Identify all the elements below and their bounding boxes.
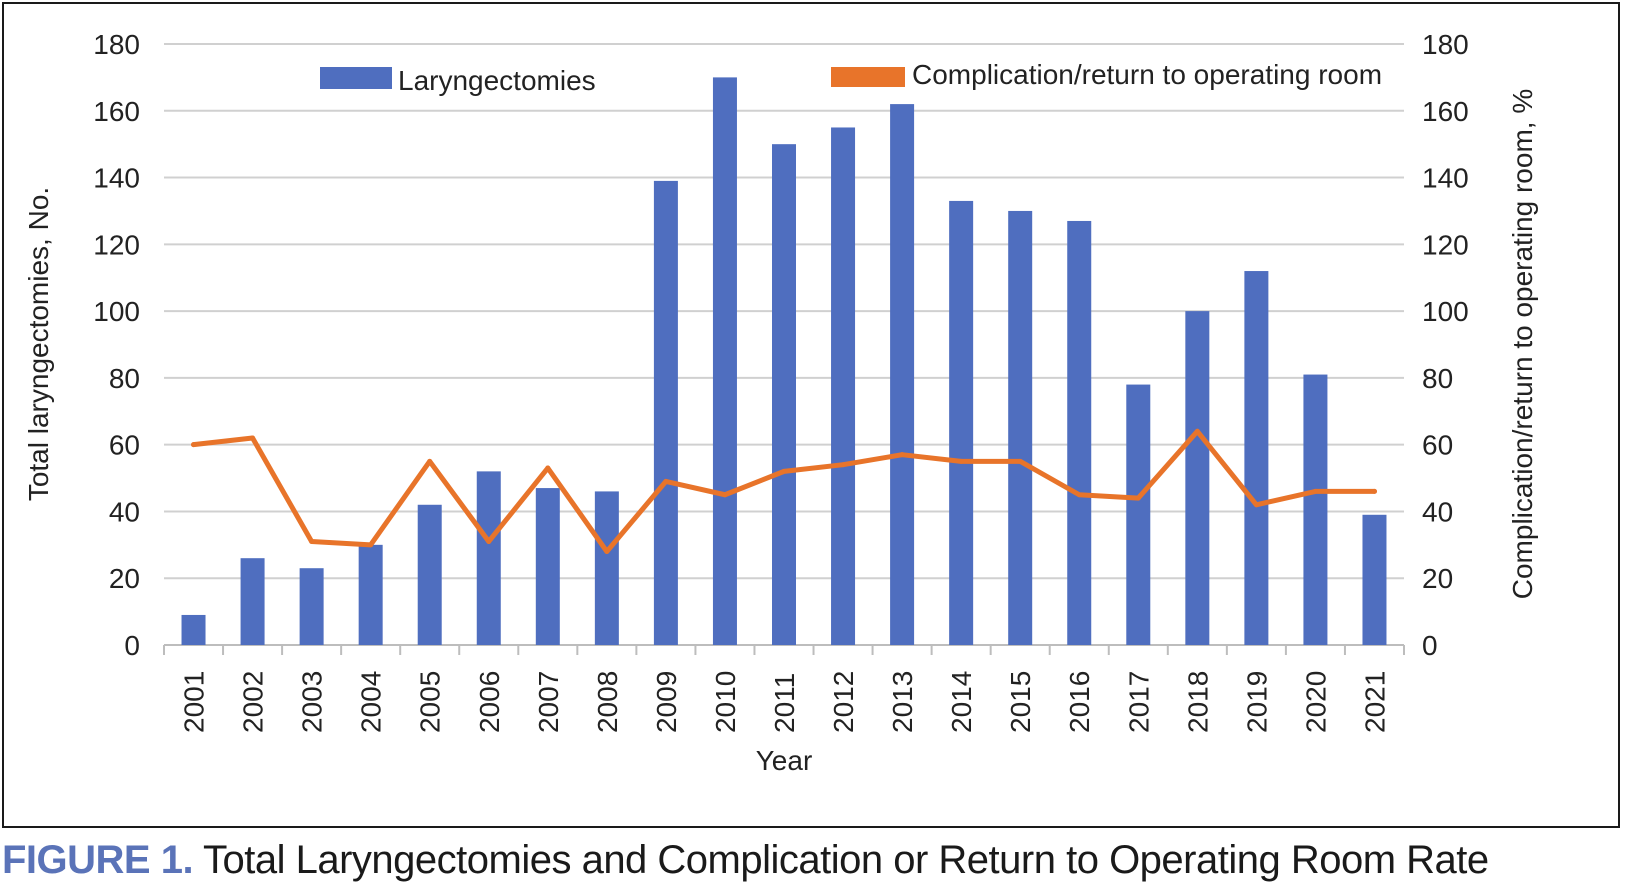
x-tick-label: 2019 xyxy=(1241,671,1272,733)
legend-label-line: Complication/return to operating room xyxy=(912,59,1382,90)
y2-tick-label: 40 xyxy=(1422,496,1453,527)
x-tick-label: 2001 xyxy=(179,671,210,733)
y2-axis-title: Complication/return to operating room, % xyxy=(1507,89,1538,599)
y2-tick-label: 20 xyxy=(1422,563,1453,594)
bar xyxy=(358,544,383,645)
line-point xyxy=(840,462,846,468)
bar xyxy=(594,491,619,645)
caption-label: FIGURE 1. xyxy=(2,838,194,882)
x-tick-label: 2013 xyxy=(887,671,918,733)
x-tick-label: 2006 xyxy=(474,671,505,733)
bar xyxy=(712,77,737,645)
x-tick-label: 2010 xyxy=(710,671,741,733)
bar xyxy=(240,558,265,645)
chart-frame: 0 20 40 60 80 100 120 140 160 180 0 20 40 60 80 100 120 1… xyxy=(2,2,1620,828)
bar xyxy=(653,180,678,645)
line-point xyxy=(427,458,433,464)
bar xyxy=(1303,374,1328,645)
line-point xyxy=(1371,488,1377,494)
line-point xyxy=(250,435,256,441)
bar xyxy=(535,488,560,645)
y-tick-label: 20 xyxy=(109,563,140,594)
line-point xyxy=(663,478,669,484)
line-point xyxy=(368,542,374,548)
bar xyxy=(1185,311,1210,645)
bar xyxy=(181,614,206,645)
x-tick-label: 2003 xyxy=(297,671,328,733)
line-point xyxy=(1017,458,1023,464)
line-point xyxy=(486,538,492,544)
legend-label-bar: Laryngectomies xyxy=(398,65,596,96)
line-point xyxy=(1076,492,1082,498)
x-tick-label: 2015 xyxy=(1005,671,1036,733)
y-tick-label: 140 xyxy=(93,163,140,194)
x-tick-label: 2004 xyxy=(356,671,387,733)
bar xyxy=(476,471,501,645)
y2-tick-label: 60 xyxy=(1422,430,1453,461)
legend-swatch-line xyxy=(831,67,905,87)
y2-tick-label: 100 xyxy=(1422,296,1469,327)
line-point xyxy=(604,549,610,555)
y-tick-label: 180 xyxy=(93,29,140,60)
x-tick-label: 2012 xyxy=(828,671,859,733)
x-tick-label: 2009 xyxy=(651,671,682,733)
y-tick-label: 0 xyxy=(124,630,140,661)
line-point xyxy=(1253,502,1259,508)
y-tick-label: 80 xyxy=(109,363,140,394)
y-tick-label: 160 xyxy=(93,96,140,127)
bar xyxy=(949,200,974,645)
y2-tick-label: 160 xyxy=(1422,96,1469,127)
line-point xyxy=(899,452,905,458)
x-tick-label: 2014 xyxy=(946,671,977,733)
bar xyxy=(1244,271,1269,645)
x-tick-label: 2017 xyxy=(1123,671,1154,733)
x-tick-label: 2007 xyxy=(533,671,564,733)
x-tick-label: 2002 xyxy=(238,671,269,733)
y2-tick-label: 120 xyxy=(1422,229,1469,260)
x-axis-title: Year xyxy=(756,745,813,776)
line-point xyxy=(309,538,315,544)
x-tick-label: 2008 xyxy=(592,671,623,733)
figure-caption: FIGURE 1. Total Laryngectomies and Compl… xyxy=(2,836,1489,884)
bar xyxy=(831,127,856,645)
y-tick-label: 100 xyxy=(93,296,140,327)
y2-tick-label: 180 xyxy=(1422,29,1469,60)
line-point xyxy=(722,492,728,498)
y-tick-label: 60 xyxy=(109,430,140,461)
x-tick-label: 2021 xyxy=(1359,671,1390,733)
bar xyxy=(772,144,796,645)
bar xyxy=(890,104,915,646)
line-point xyxy=(958,458,964,464)
caption-text: Total Laryngectomies and Complication or… xyxy=(202,838,1489,882)
bar xyxy=(299,568,324,645)
line-point xyxy=(191,442,197,448)
x-tick-label: 2016 xyxy=(1064,671,1095,733)
line-point xyxy=(1312,488,1318,494)
chart: 0 20 40 60 80 100 120 140 160 180 0 20 40 60 80 100 120 1… xyxy=(23,29,1538,776)
bar xyxy=(1067,220,1092,645)
bar xyxy=(1362,514,1387,645)
y2-tick-label: 140 xyxy=(1422,163,1469,194)
line-point xyxy=(545,465,551,471)
x-tick-label: 2011 xyxy=(769,673,800,733)
x-tick-label: 2020 xyxy=(1300,671,1331,733)
bar xyxy=(1126,384,1151,645)
x-tick-label: 2005 xyxy=(415,671,446,733)
line-point xyxy=(1194,428,1200,434)
y-tick-label: 40 xyxy=(109,496,140,527)
bar xyxy=(417,504,442,645)
line-point xyxy=(781,468,787,474)
x-tick-label: 2018 xyxy=(1182,671,1213,733)
y2-tick-label: 0 xyxy=(1422,630,1438,661)
y-tick-label: 120 xyxy=(93,229,140,260)
bar xyxy=(1008,210,1033,645)
y-axis-title: Total laryngectomies, No. xyxy=(23,187,54,501)
y2-tick-label: 80 xyxy=(1422,363,1453,394)
legend-swatch-bar xyxy=(320,67,392,89)
line-point xyxy=(1135,495,1141,501)
